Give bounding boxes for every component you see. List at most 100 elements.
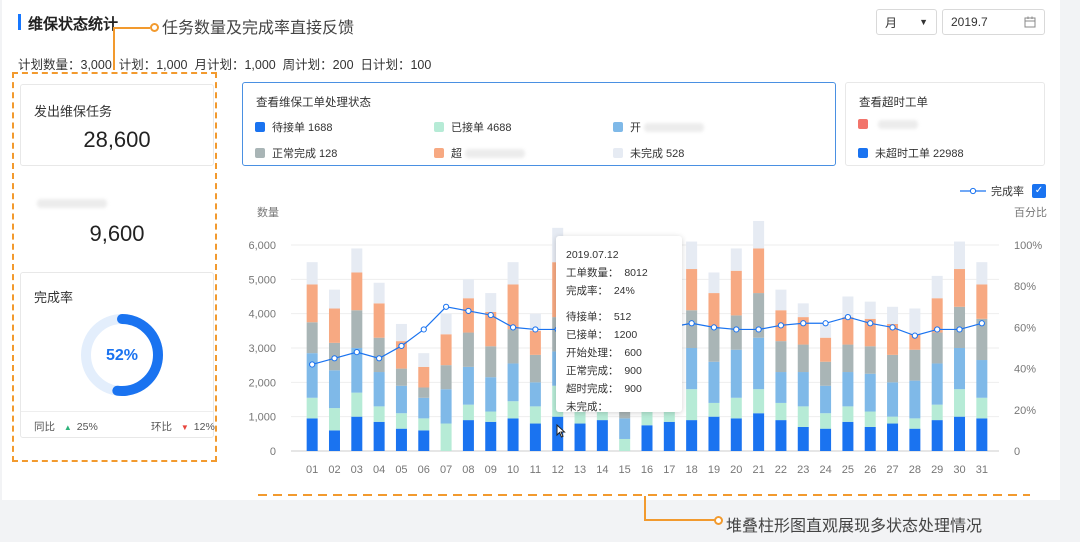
bar-segment[interactable]	[887, 354, 899, 383]
bar-segment[interactable]	[976, 418, 988, 451]
bar-segment[interactable]	[440, 334, 452, 366]
bar-segment[interactable]	[619, 438, 631, 451]
bar-segment[interactable]	[395, 413, 407, 429]
bar-segment[interactable]	[529, 423, 541, 451]
bar-segment[interactable]	[641, 425, 653, 451]
line-point[interactable]	[465, 307, 472, 315]
bar-segment[interactable]	[909, 418, 921, 429]
line-point[interactable]	[733, 326, 740, 333]
bar-segment[interactable]	[507, 401, 519, 419]
bar-segment[interactable]	[462, 298, 474, 333]
bar-segment[interactable]	[507, 329, 519, 364]
line-point[interactable]	[688, 320, 695, 327]
bar-segment[interactable]	[797, 406, 809, 427]
bar-segment[interactable]	[820, 323, 832, 338]
line-point[interactable]	[710, 324, 718, 331]
bar-segment[interactable]	[864, 346, 876, 374]
line-point[interactable]	[309, 361, 316, 368]
date-picker[interactable]: 2019.7	[942, 9, 1045, 35]
line-point[interactable]	[867, 320, 874, 327]
bar-segment[interactable]	[686, 310, 698, 348]
bar-segment[interactable]	[373, 337, 385, 373]
bar-segment[interactable]	[418, 353, 430, 367]
bar-segment[interactable]	[485, 346, 497, 378]
bar-segment[interactable]	[462, 420, 474, 451]
line-point[interactable]	[889, 324, 896, 331]
bar-segment[interactable]	[306, 353, 318, 398]
bar-segment[interactable]	[395, 368, 407, 386]
bar-segment[interactable]	[976, 284, 988, 319]
bar-segment[interactable]	[753, 293, 765, 338]
bar-segment[interactable]	[753, 220, 765, 249]
bar-segment[interactable]	[909, 428, 921, 451]
bar-segment[interactable]	[373, 303, 385, 338]
bar-segment[interactable]	[395, 428, 407, 451]
bar-segment[interactable]	[529, 382, 541, 407]
bar-segment[interactable]	[395, 323, 407, 342]
line-point[interactable]	[956, 326, 963, 333]
line-point[interactable]	[822, 320, 829, 327]
status-legend-item[interactable]: 待接单 1688	[255, 119, 333, 135]
line-point[interactable]	[777, 322, 785, 329]
bar-segment[interactable]	[328, 289, 340, 309]
bar-segment[interactable]	[931, 332, 943, 364]
bar-segment[interactable]	[753, 413, 765, 451]
bar-segment[interactable]	[976, 397, 988, 419]
line-point[interactable]	[487, 311, 494, 319]
bar-segment[interactable]	[328, 308, 340, 343]
bar-segment[interactable]	[753, 337, 765, 390]
bar-segment[interactable]	[529, 354, 541, 383]
bar-segment[interactable]	[842, 372, 854, 407]
bar-segment[interactable]	[663, 421, 675, 451]
bar-segment[interactable]	[976, 318, 988, 361]
bar-segment[interactable]	[708, 402, 720, 417]
bar-segment[interactable]	[931, 363, 943, 405]
line-point[interactable]	[331, 355, 338, 362]
line-point[interactable]	[934, 326, 941, 333]
bar-segment[interactable]	[820, 428, 832, 451]
bar-segment[interactable]	[418, 366, 430, 388]
bar-segment[interactable]	[306, 418, 318, 451]
bar-segment[interactable]	[864, 318, 876, 347]
bar-segment[interactable]	[909, 380, 921, 419]
bar-segment[interactable]	[842, 421, 854, 451]
bar-segment[interactable]	[351, 272, 363, 311]
bar-segment[interactable]	[641, 404, 653, 426]
line-point[interactable]	[376, 355, 383, 362]
bar-segment[interactable]	[395, 385, 407, 414]
bar-segment[interactable]	[887, 306, 899, 324]
bar-segment[interactable]	[730, 270, 742, 316]
bar-segment[interactable]	[462, 279, 474, 299]
line-point[interactable]	[911, 332, 918, 339]
bar-segment[interactable]	[820, 337, 832, 362]
line-point[interactable]	[755, 326, 762, 333]
bar-segment[interactable]	[306, 397, 318, 419]
bar-segment[interactable]	[708, 272, 720, 294]
bar-segment[interactable]	[373, 421, 385, 451]
bar-segment[interactable]	[418, 430, 430, 451]
line-point[interactable]	[800, 320, 807, 327]
bar-segment[interactable]	[306, 322, 318, 354]
bar-segment[interactable]	[775, 289, 787, 311]
bar-segment[interactable]	[485, 311, 497, 347]
bar-segment[interactable]	[708, 361, 720, 403]
bar-segment[interactable]	[440, 389, 452, 424]
bar-segment[interactable]	[328, 408, 340, 431]
bar-segment[interactable]	[686, 389, 698, 421]
bar-segment[interactable]	[418, 397, 430, 419]
bar-segment[interactable]	[909, 349, 921, 381]
bar-segment[interactable]	[775, 341, 787, 373]
bar-segment[interactable]	[820, 413, 832, 429]
bar-segment[interactable]	[797, 317, 809, 345]
bar-segment[interactable]	[797, 344, 809, 373]
bar-segment[interactable]	[730, 349, 742, 398]
bar-segment[interactable]	[842, 317, 854, 345]
bar-segment[interactable]	[775, 420, 787, 451]
status-legend-item[interactable]: 正常完成 128	[255, 145, 337, 161]
bar-segment[interactable]	[351, 416, 363, 451]
bar-segment[interactable]	[373, 282, 385, 304]
line-point[interactable]	[532, 326, 539, 333]
bar-segment[interactable]	[462, 332, 474, 367]
bar-segment[interactable]	[440, 313, 452, 335]
bar-segment[interactable]	[931, 420, 943, 451]
